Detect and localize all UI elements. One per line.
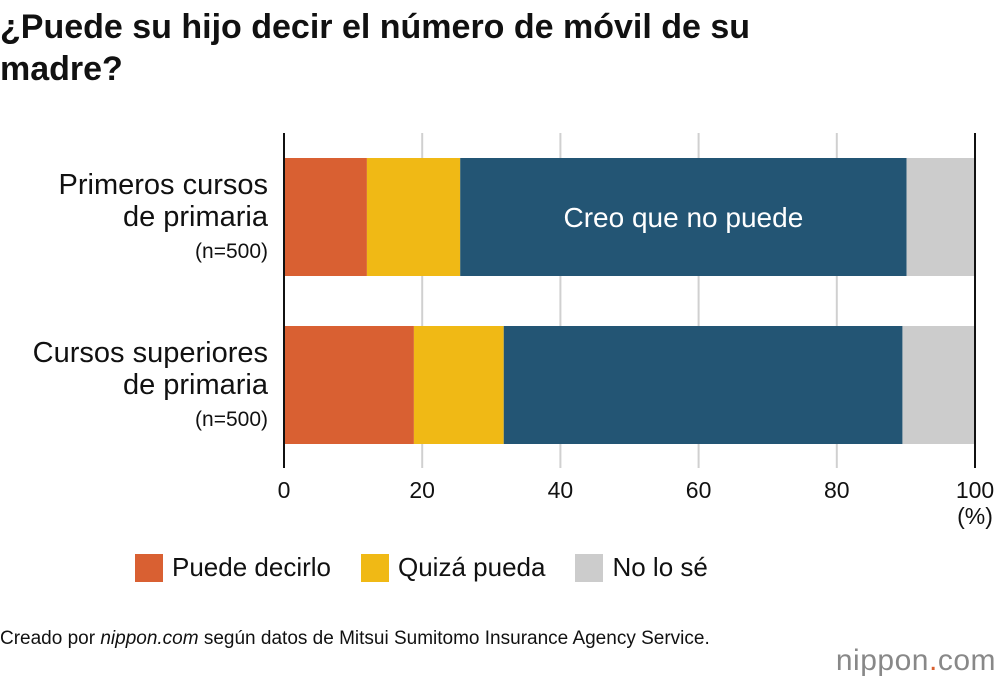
x-tick-label: 0 — [278, 477, 291, 503]
category-label: Cursos superiores — [33, 337, 268, 369]
bar-segment — [366, 158, 461, 276]
bar-segment — [284, 326, 414, 444]
legend-item-nolose: No lo sé — [575, 552, 708, 583]
in-bar-label: Creo que no puede — [564, 202, 804, 233]
source-prefix: Creado por — [0, 628, 101, 649]
bar-segment — [906, 158, 975, 276]
x-tick-label: 80 — [824, 477, 850, 503]
source-note: Creado por nippon.com según datos de Mit… — [0, 626, 780, 651]
x-tick-label: 60 — [686, 477, 712, 503]
nippon-logo: nippon.com — [836, 644, 996, 678]
legend: Puede decirlo Quizá pueda No lo sé — [135, 552, 738, 583]
x-tick-label: 20 — [409, 477, 435, 503]
legend-swatch — [575, 553, 604, 582]
category-n: (n=500) — [195, 408, 268, 431]
bar-segment — [284, 158, 367, 276]
x-unit-label: (%) — [957, 503, 993, 529]
bar-segment — [460, 158, 907, 276]
bar-segment — [503, 326, 903, 444]
logo-name: nippon — [835, 644, 929, 677]
bar-segment — [413, 326, 504, 444]
legend-label: No lo sé — [612, 552, 708, 582]
category-label: Primeros cursos — [59, 169, 269, 201]
legend-label: Puede decirlo — [172, 552, 331, 582]
source-site: nippon.com — [100, 628, 199, 649]
legend-item-puede: Puede decirlo — [135, 552, 331, 583]
legend-swatch — [135, 553, 163, 582]
legend-label: Quizá pueda — [398, 552, 546, 582]
category-label: de primaria — [123, 369, 269, 401]
chart-title: ¿Puede su hijo decir el número de móvil … — [0, 8, 751, 88]
category-n: (n=500) — [195, 240, 268, 263]
x-tick-label: 100 — [956, 477, 994, 503]
source-suffix: según datos de Mitsui Sumitomo Insurance… — [198, 628, 710, 649]
bar-segment — [902, 326, 975, 444]
x-tick-label: 40 — [548, 477, 574, 503]
legend-swatch — [361, 553, 389, 582]
logo-tld: com — [937, 644, 996, 677]
category-label: de primaria — [123, 201, 269, 233]
legend-item-quiza: Quizá pueda — [361, 552, 545, 583]
logo-dot: . — [928, 644, 938, 677]
